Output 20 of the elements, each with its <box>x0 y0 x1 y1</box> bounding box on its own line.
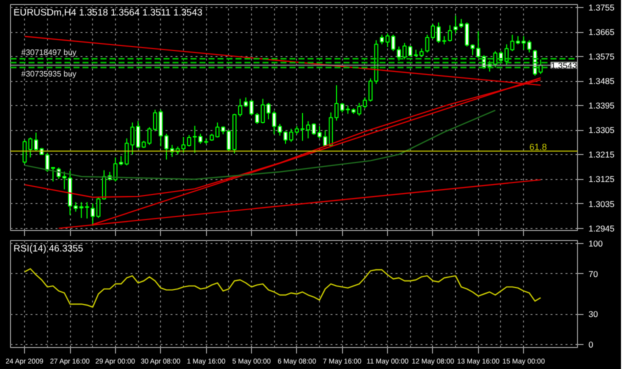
chart-title: EURUSDm,H4 1.3518 1.3564 1.3511 1.3543 <box>14 8 202 18</box>
y-tick-label: 1.3395 <box>588 100 615 111</box>
y-tick-label: 0 <box>588 339 594 350</box>
ref-line-label: 1.3543 <box>550 60 578 70</box>
y-tick-label: 70 <box>588 268 598 279</box>
y-tick-label: 1.3485 <box>588 76 615 86</box>
y-tick-label: 1.3665 <box>588 27 615 38</box>
annotation: 61.8 <box>529 142 547 152</box>
y-tick-label: 1.3215 <box>588 150 615 160</box>
y-tick-label: 100 <box>588 238 603 249</box>
y-tick-label: 1.3125 <box>588 174 615 184</box>
ref-line-label: #30735935 buy <box>21 69 76 78</box>
y-tick-label: 1.3755 <box>588 2 615 12</box>
y-tick-label: 1.3305 <box>588 125 615 136</box>
y-tick-label: 30 <box>588 309 598 320</box>
y-tick-label: 1.2945 <box>588 223 615 234</box>
chart-title: RSI(14) 46.3355 <box>14 244 84 254</box>
y-tick-label: 1.3035 <box>588 198 615 209</box>
y-tick-label: 1.3575 <box>588 52 615 62</box>
ref-line-label: #30718497 buy <box>21 48 76 57</box>
